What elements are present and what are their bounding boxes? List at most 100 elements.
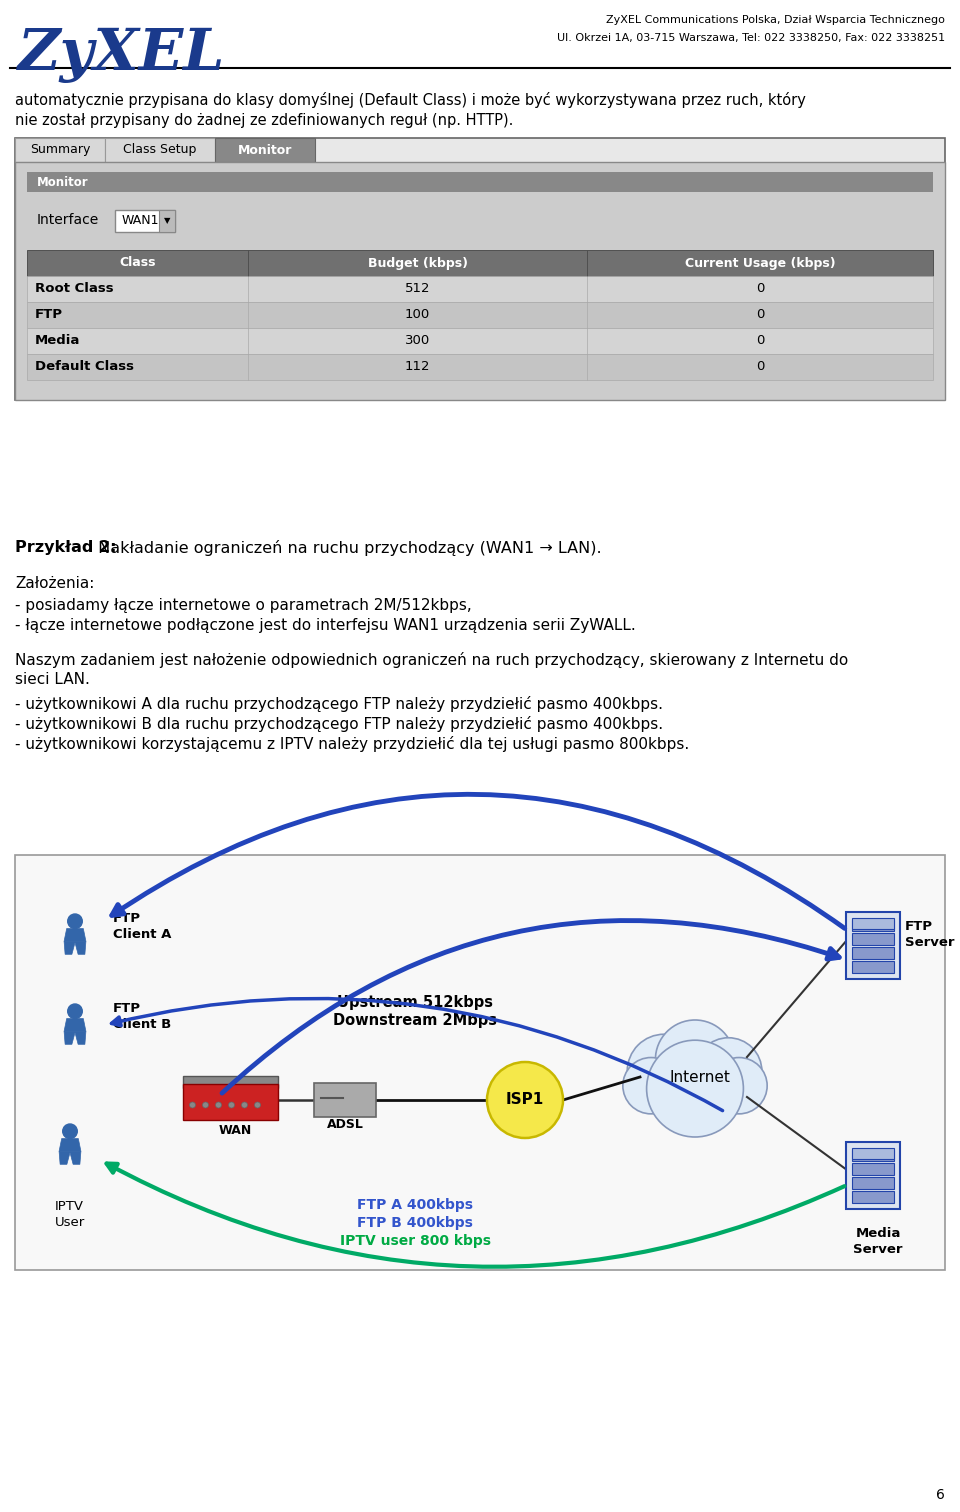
Circle shape [487,1061,563,1139]
Text: Media: Media [35,334,81,348]
Text: FTP
Client B: FTP Client B [113,1001,171,1031]
Text: 112: 112 [405,360,430,373]
Circle shape [203,1102,208,1108]
Text: Media
Server: Media Server [853,1228,902,1256]
Circle shape [215,1102,222,1108]
Text: Class Setup: Class Setup [123,144,197,157]
Text: FTP B 400kbps: FTP B 400kbps [357,1216,473,1229]
FancyBboxPatch shape [215,138,315,162]
FancyBboxPatch shape [852,1191,894,1202]
FancyArrowPatch shape [111,794,845,928]
FancyBboxPatch shape [115,210,175,231]
Text: - posiadamy łącze internetowe o parametrach 2M/512kbps,: - posiadamy łącze internetowe o parametr… [15,599,471,612]
FancyBboxPatch shape [27,277,933,302]
Text: automatycznie przypisana do klasy domyślnej (Default Class) i może być wykorzyst: automatycznie przypisana do klasy domyśl… [15,92,805,107]
Text: FTP A 400kbps: FTP A 400kbps [357,1198,473,1213]
Circle shape [68,913,83,928]
FancyBboxPatch shape [15,162,945,401]
FancyBboxPatch shape [852,1163,894,1175]
Text: Interface: Interface [37,213,99,227]
FancyBboxPatch shape [852,960,894,972]
FancyBboxPatch shape [852,947,894,959]
Circle shape [228,1102,234,1108]
FancyArrowPatch shape [107,1164,845,1267]
Circle shape [627,1034,701,1108]
Text: Przykład 2:: Przykład 2: [15,540,116,555]
FancyBboxPatch shape [27,172,933,192]
Circle shape [242,1102,248,1108]
FancyBboxPatch shape [159,210,175,231]
Text: Nakładanie ograniczeń na ruchu przychodzący (WAN1 → LAN).: Nakładanie ograniczeń na ruchu przychodz… [93,540,602,556]
Text: FTP
Server: FTP Server [905,921,954,950]
Text: Current Usage (kbps): Current Usage (kbps) [684,257,835,269]
FancyBboxPatch shape [852,1149,894,1161]
Text: - użytkownikowi A dla ruchu przychodzącego FTP należy przydziełić pasmo 400kbps.: - użytkownikowi A dla ruchu przychodzące… [15,696,663,712]
Text: 0: 0 [756,334,764,348]
Text: Class: Class [119,257,156,269]
Text: ZyXEL: ZyXEL [18,27,226,83]
Text: IPTV
User: IPTV User [55,1201,85,1229]
Circle shape [695,1037,762,1105]
Text: WAN: WAN [218,1123,252,1137]
Polygon shape [64,928,86,942]
Text: 100: 100 [405,308,430,322]
Text: Monitor: Monitor [238,144,292,157]
Text: Root Class: Root Class [35,283,113,295]
Circle shape [623,1057,679,1114]
Text: Summary: Summary [30,144,90,157]
Text: - użytkownikowi B dla ruchu przychodzącego FTP należy przydziełić pasmo 400kbps.: - użytkownikowi B dla ruchu przychodzące… [15,717,663,732]
Text: Ul. Okrzei 1A, 03-715 Warszawa, Tel: 022 3338250, Fax: 022 3338251: Ul. Okrzei 1A, 03-715 Warszawa, Tel: 022… [557,33,945,42]
FancyBboxPatch shape [27,354,933,380]
Circle shape [254,1102,260,1108]
Text: ▼: ▼ [164,216,170,225]
Text: nie został przypisany do żadnej ze zdefiniowanych reguł (np. HTTP).: nie został przypisany do żadnej ze zdefi… [15,113,514,129]
FancyBboxPatch shape [27,249,933,277]
Text: WAN1: WAN1 [122,215,159,227]
FancyBboxPatch shape [852,918,894,928]
FancyArrowPatch shape [111,998,723,1111]
FancyBboxPatch shape [15,138,105,162]
Text: 300: 300 [405,334,430,348]
Text: 0: 0 [756,283,764,295]
Polygon shape [64,1031,86,1045]
FancyBboxPatch shape [852,1148,894,1158]
Text: FTP: FTP [35,308,63,322]
Text: Monitor: Monitor [37,175,88,189]
Text: Internet: Internet [669,1069,731,1084]
Circle shape [710,1057,767,1114]
Text: 0: 0 [756,360,764,373]
Text: FTP
Client A: FTP Client A [113,912,172,940]
Circle shape [189,1102,196,1108]
FancyBboxPatch shape [182,1077,277,1089]
FancyBboxPatch shape [846,1142,900,1208]
Circle shape [656,1021,734,1099]
Text: Upstream 512kbps: Upstream 512kbps [337,995,493,1010]
Circle shape [68,1004,83,1019]
FancyBboxPatch shape [846,912,900,978]
Polygon shape [64,1019,86,1031]
FancyBboxPatch shape [182,1084,277,1120]
FancyBboxPatch shape [15,854,945,1270]
Text: - łącze internetowe podłączone jest do interfejsu WAN1 urządzenia serii ZyWALL.: - łącze internetowe podłączone jest do i… [15,618,636,634]
Polygon shape [60,1139,81,1151]
Text: Założenia:: Założenia: [15,576,94,591]
Text: Default Class: Default Class [35,360,134,373]
Circle shape [647,1040,743,1137]
FancyBboxPatch shape [852,919,894,931]
Polygon shape [64,942,86,954]
Text: 0: 0 [756,308,764,322]
Polygon shape [60,1151,81,1164]
Text: - użytkownikowi korzystającemu z IPTV należy przydziełić dla tej usługi pasmo 80: - użytkownikowi korzystającemu z IPTV na… [15,736,689,751]
FancyBboxPatch shape [314,1083,376,1117]
Text: ADSL: ADSL [326,1117,364,1131]
Text: Naszym zadaniem jest nałożenie odpowiednich ograniczeń na ruch przychodzący, ski: Naszym zadaniem jest nałożenie odpowiedn… [15,652,849,668]
Text: sieci LAN.: sieci LAN. [15,671,90,686]
FancyBboxPatch shape [105,138,215,162]
Text: 512: 512 [405,283,430,295]
Circle shape [62,1123,77,1139]
Text: ZyXEL Communications Polska, Dział Wsparcia Technicznego: ZyXEL Communications Polska, Dział Wspar… [606,15,945,26]
Text: Downstream 2Mbps: Downstream 2Mbps [333,1013,497,1028]
Text: 6: 6 [936,1488,945,1501]
FancyBboxPatch shape [27,302,933,328]
Text: IPTV user 800 kbps: IPTV user 800 kbps [340,1234,491,1247]
